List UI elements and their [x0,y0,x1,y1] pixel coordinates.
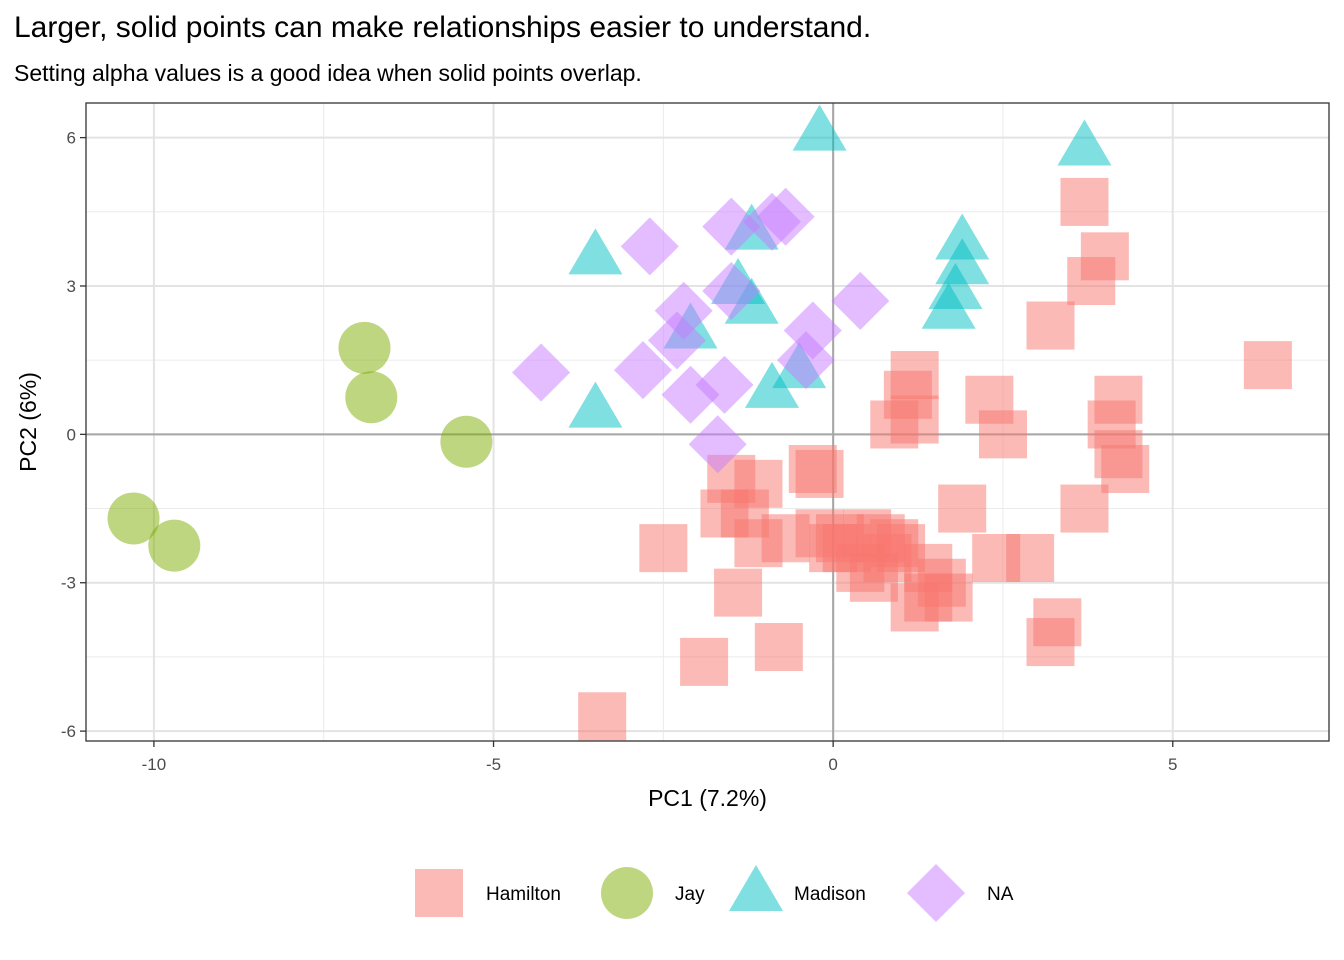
data-point-na [613,341,672,400]
data-point-hamilton [890,583,939,632]
legend: Hamilton Jay Madison NA [415,864,1014,922]
legend-item-na: NA [907,864,1014,922]
grid-lines [86,103,1329,741]
legend-label: Hamilton [486,884,561,905]
data-point-jay [107,492,160,545]
data-point-hamilton [1243,341,1292,390]
data-point-hamilton [849,553,898,602]
y-tick-label: -3 [61,574,76,593]
series-hamilton [578,177,1292,741]
data-point-madison [568,228,623,275]
x-axis-title: PC1 (7.2%) [648,785,767,811]
data-point-hamilton [1026,618,1075,667]
data-point-na [756,187,815,246]
data-point-jay [338,321,391,374]
data-point-na [702,197,761,256]
legend-label: Madison [794,884,866,905]
data-point-hamilton [1026,301,1075,350]
y-tick-label: 0 [67,425,76,444]
data-point-hamilton [1067,257,1116,306]
data-point-na [831,271,890,330]
y-tick-label: 3 [67,277,76,296]
x-tick-label: 0 [828,755,837,774]
data-point-na [776,331,835,390]
plot-panel-border [85,102,1330,742]
data-point-hamilton [680,637,729,686]
legend-label: Jay [675,884,705,905]
legend-key-madison [729,865,783,911]
chart-subtitle: Setting alpha values is a good idea when… [14,60,642,86]
data-point-na [695,355,754,414]
data-point-hamilton [754,623,803,672]
y-tick-label: -6 [61,722,76,741]
data-point-madison [935,238,990,285]
data-point-hamilton [972,534,1021,583]
legend-label: NA [987,884,1014,905]
data-point-hamilton [1060,484,1109,533]
data-point-madison [935,213,990,260]
data-point-jay [148,519,201,572]
data-point-madison [745,361,800,408]
data-point-na [688,415,747,474]
data-point-hamilton [938,484,987,533]
data-point-na [647,311,706,370]
series-jay [107,321,493,572]
data-point-madison [792,104,847,151]
data-points [107,104,1292,741]
axis-ticks: -10 -5 0 5 -6 -3 0 3 6 [61,129,1178,774]
data-point-hamilton [1094,430,1143,479]
y-tick-label: 6 [67,129,76,148]
data-point-hamilton [1060,177,1109,226]
data-point-hamilton [890,395,939,444]
y-axis-title: PC2 (6%) [15,372,41,472]
data-point-madison [1057,119,1112,166]
data-point-hamilton [978,410,1027,459]
x-tick-label: 5 [1168,755,1177,774]
data-point-hamilton [639,524,688,573]
data-point-hamilton [795,449,844,498]
data-point-hamilton [714,568,763,617]
legend-item-hamilton: Hamilton [415,869,561,917]
legend-key-jay [601,867,653,919]
legend-key-na [907,864,965,922]
series-na [512,187,890,474]
data-point-jay [440,415,493,468]
data-point-hamilton [809,524,858,573]
x-tick-label: -10 [142,755,167,774]
data-point-madison [921,282,976,329]
x-tick-label: -5 [486,755,501,774]
data-point-na [512,343,571,402]
legend-item-madison: Madison [729,865,866,911]
legend-key-hamilton [415,869,463,917]
data-point-hamilton [578,692,627,741]
data-point-madison [568,381,623,428]
chart-title: Larger, solid points can make relationsh… [14,11,872,44]
data-point-na [620,217,679,276]
data-point-na [702,261,761,320]
data-point-jay [345,371,398,424]
legend-item-jay: Jay [601,867,705,919]
